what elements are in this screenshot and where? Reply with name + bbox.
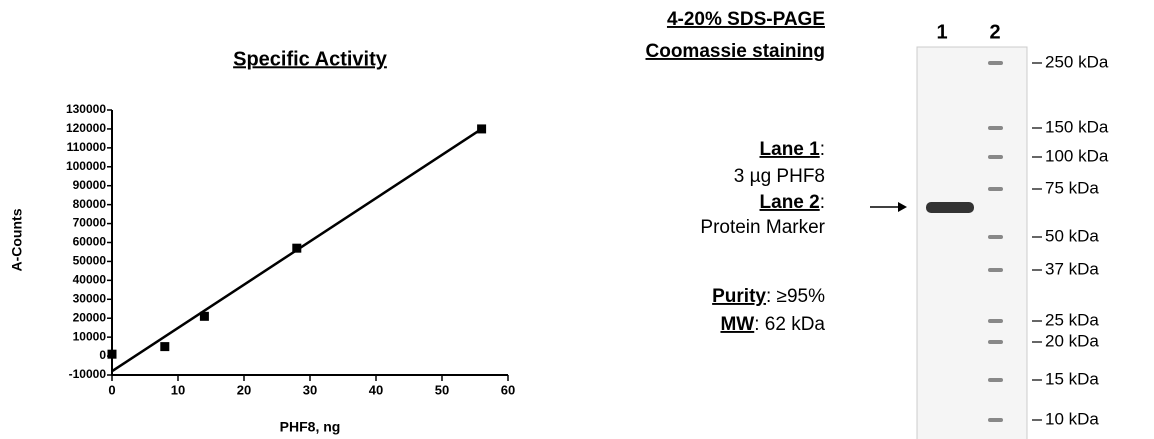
x-tick-label: 40 — [369, 382, 383, 397]
marker-label: 15 kDa — [1045, 369, 1099, 388]
note-text: : — [820, 139, 825, 160]
marker-label: 75 kDa — [1045, 178, 1099, 197]
marker-label: 150 kDa — [1045, 117, 1109, 136]
x-tick-label: 0 — [108, 382, 115, 397]
y-axis-label: A-Counts — [9, 208, 25, 271]
marker-band — [988, 340, 1003, 344]
note-text: : ≥95% — [766, 286, 825, 307]
gel-title: Coomassie staining — [646, 41, 826, 62]
marker-label: 25 kDa — [1045, 310, 1099, 329]
marker-band — [988, 61, 1003, 65]
note-text: : — [820, 192, 825, 213]
note: Lane 2: — [760, 192, 825, 213]
y-tick-label: 10000 — [73, 329, 107, 343]
y-tick-label: 80000 — [73, 197, 107, 211]
x-tick-label: 50 — [435, 382, 449, 397]
note-text: Protein Marker — [700, 217, 825, 238]
marker-label: 100 kDa — [1045, 146, 1109, 165]
note-text: : 62 kDa — [754, 314, 825, 335]
y-tick-label: 90000 — [73, 178, 107, 192]
y-tick-label: -10000 — [69, 367, 107, 381]
y-tick-label: 20000 — [73, 310, 107, 324]
marker-label: 10 kDa — [1045, 409, 1099, 428]
gel — [917, 47, 1027, 439]
marker-band — [988, 155, 1003, 159]
note-text: 3 µg PHF8 — [734, 166, 825, 187]
data-point — [200, 312, 209, 321]
marker-band — [988, 378, 1003, 382]
x-tick-label: 60 — [501, 382, 515, 397]
x-axis-label: PHF8, ng — [280, 419, 341, 435]
chart-title: Specific Activity — [233, 48, 388, 70]
note: MW: 62 kDa — [720, 314, 825, 335]
note-label: Lane 1 — [760, 139, 821, 160]
arrow-head — [898, 202, 907, 212]
y-tick-label: 40000 — [73, 273, 107, 287]
y-tick-label: 120000 — [66, 121, 106, 135]
x-tick-label: 30 — [303, 382, 317, 397]
note-label: MW — [720, 314, 754, 335]
y-tick-label: 110000 — [67, 140, 107, 154]
y-tick-label: 0 — [99, 348, 106, 362]
marker-label: 20 kDa — [1045, 331, 1099, 350]
marker-band — [988, 418, 1003, 422]
y-tick-label: 130000 — [66, 102, 106, 116]
marker-label: 37 kDa — [1045, 259, 1099, 278]
x-tick-label: 10 — [171, 382, 185, 397]
note-label: Purity — [712, 286, 766, 307]
y-tick-label: 100000 — [66, 159, 106, 173]
note: Protein Marker — [700, 217, 825, 238]
gel-title: 4-20% SDS-PAGE — [667, 9, 825, 30]
data-point — [160, 342, 169, 351]
x-tick-label: 20 — [237, 382, 251, 397]
marker-band — [988, 126, 1003, 130]
marker-band — [988, 187, 1003, 191]
lane-label: 2 — [989, 21, 1000, 43]
y-tick-label: 50000 — [73, 254, 107, 268]
data-point — [108, 350, 117, 359]
note: Lane 1: — [760, 139, 825, 160]
note: Purity: ≥95% — [712, 286, 825, 307]
y-tick-label: 70000 — [73, 216, 107, 230]
marker-label: 250 kDa — [1045, 52, 1109, 71]
y-tick-label: 30000 — [73, 291, 107, 305]
figure: Specific Activity PHF8, ng A-Counts 4-20… — [0, 0, 1154, 439]
marker-band — [988, 319, 1003, 323]
note: 3 µg PHF8 — [734, 166, 825, 187]
marker-label: 50 kDa — [1045, 226, 1099, 245]
lane-label: 1 — [936, 21, 947, 43]
marker-band — [988, 235, 1003, 239]
data-point — [292, 244, 301, 253]
note-label: Lane 2 — [760, 192, 820, 213]
marker-band — [988, 268, 1003, 272]
y-tick-label: 60000 — [73, 235, 107, 249]
data-point — [477, 124, 486, 133]
protein-band — [926, 202, 974, 213]
